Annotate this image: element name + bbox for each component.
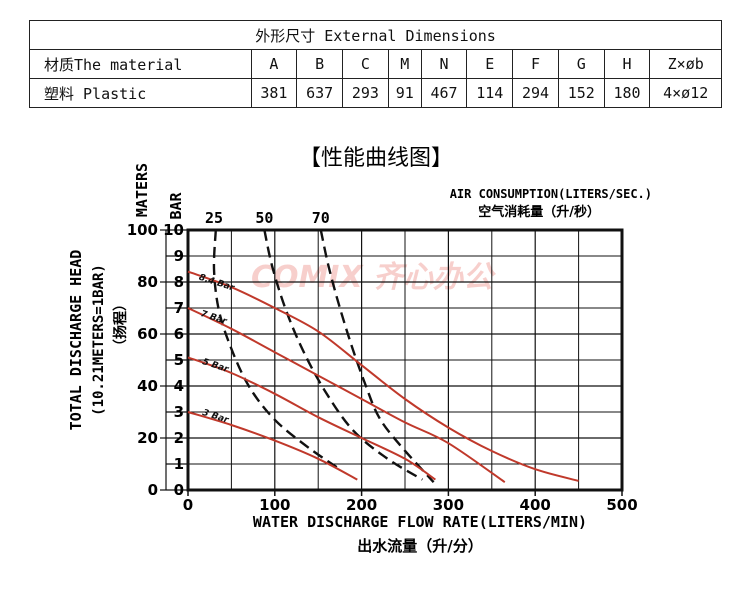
- pressure-curve-label-3-bar: 3 Bar: [201, 408, 230, 426]
- x-tick-label: 500: [606, 496, 637, 514]
- header-cell-g: G: [557, 49, 605, 79]
- y-bar-tick-label: 7: [174, 299, 184, 317]
- x-tick-label: 100: [259, 496, 290, 514]
- y-bar-tick-label: 3: [174, 403, 184, 421]
- pressure-curve-5-bar: [187, 356, 436, 481]
- y-bar-tick-label: 10: [163, 221, 184, 239]
- y-bar-tick-label: 5: [174, 351, 184, 369]
- y-axis-label: TOTAL DISCHARGE HEAD: [67, 250, 85, 431]
- header-cell-n: N: [420, 49, 468, 79]
- external-dimensions-table: 外形尺寸 External Dimensions 材质The material …: [29, 20, 722, 108]
- y-bar-tick-label: 4: [174, 377, 184, 395]
- y-bar-tick-label: 2: [174, 429, 184, 447]
- pressure-curve-3-bar: [187, 411, 358, 481]
- air-curve-label-25: 25: [205, 209, 223, 227]
- table-header-row: 材质The material A B C M N E F G H Z×øb: [29, 49, 722, 79]
- y-bar-tick-label: 8: [174, 273, 184, 291]
- y-bar-axis-title: BAR: [167, 191, 185, 219]
- header-cell-z: Z×øb: [649, 49, 722, 79]
- table-data-row: 塑料 Plastic 381 637 293 91 467 114 294 15…: [29, 78, 722, 108]
- y-maters-tick-label: 80: [137, 273, 158, 291]
- data-cell-g: 152: [557, 78, 605, 108]
- data-cell-a: 381: [250, 78, 298, 108]
- y-maters-axis-title: MATERS: [133, 163, 151, 217]
- header-cell-h: H: [603, 49, 651, 79]
- air-curve-25: [212, 229, 341, 471]
- air-curve-70: [319, 229, 435, 484]
- data-cell-m: 91: [387, 78, 422, 108]
- header-cell-e: E: [466, 49, 514, 79]
- chart-grid: [188, 230, 622, 490]
- chart-title: 【性能曲线图】: [299, 146, 453, 171]
- data-cell-f: 294: [512, 78, 559, 108]
- watermark-text: COMIX 齐心办公: [251, 260, 497, 295]
- air-curve-50: [263, 229, 424, 481]
- table-title-row: 外形尺寸 External Dimensions: [29, 20, 722, 50]
- y-bar-tick-label: 1: [174, 455, 184, 473]
- y-maters-tick-label: 40: [137, 377, 158, 395]
- air-curve-label-50: 50: [255, 209, 273, 227]
- data-cell-material: 塑料 Plastic: [29, 78, 252, 108]
- y-axis-label-sub: (10.21METERS=1BAR): [91, 264, 107, 416]
- data-cell-n: 467: [420, 78, 468, 108]
- x-tick-label: 400: [520, 496, 551, 514]
- x-tick-label: 300: [433, 496, 464, 514]
- air-consumption-label-cn: 空气消耗量（升/秒）: [478, 204, 600, 220]
- y-bar-tick-label: 0: [174, 481, 184, 499]
- y-bar-tick-label: 6: [174, 325, 184, 343]
- x-axis-label: WATER DISCHARGE FLOW RATE(LITERS/MIN): [253, 513, 587, 531]
- pressure-curve-7-bar: [187, 307, 506, 484]
- table-title: 外形尺寸 External Dimensions: [29, 20, 722, 50]
- data-cell-c: 293: [342, 78, 389, 108]
- x-axis-ticks: 0 100 200 300 400 500: [183, 490, 638, 514]
- air-consumption-curves: 25 50 70: [205, 209, 435, 484]
- data-cell-e: 114: [466, 78, 514, 108]
- y-maters-tick-label: 20: [137, 429, 158, 447]
- y-bar-tick-label: 9: [174, 247, 184, 265]
- y-maters-tick-label: 100: [127, 221, 158, 239]
- pressure-curve-label-7-bar: 7 Bar: [199, 309, 228, 327]
- air-consumption-label: AIR CONSUMPTION(LITERS/SEC.): [450, 187, 652, 201]
- air-curve-label-70: 70: [312, 209, 330, 227]
- pressure-curve-8-4-bar: [187, 270, 579, 482]
- header-cell-material: 材质The material: [29, 49, 252, 79]
- y-maters-tick-label: 60: [137, 325, 158, 343]
- x-tick-label: 200: [346, 496, 377, 514]
- y-maters-tick-label: 0: [148, 481, 158, 499]
- header-cell-m: M: [387, 49, 422, 79]
- watermark: COMIX 齐心办公: [251, 260, 497, 295]
- y-axis-label-cn: （扬程）: [112, 297, 129, 353]
- data-cell-h: 180: [603, 78, 651, 108]
- x-axis-label-cn: 出水流量（升/分）: [357, 537, 482, 555]
- x-tick-label: 0: [183, 496, 193, 514]
- data-cell-z: 4×ø12: [649, 78, 722, 108]
